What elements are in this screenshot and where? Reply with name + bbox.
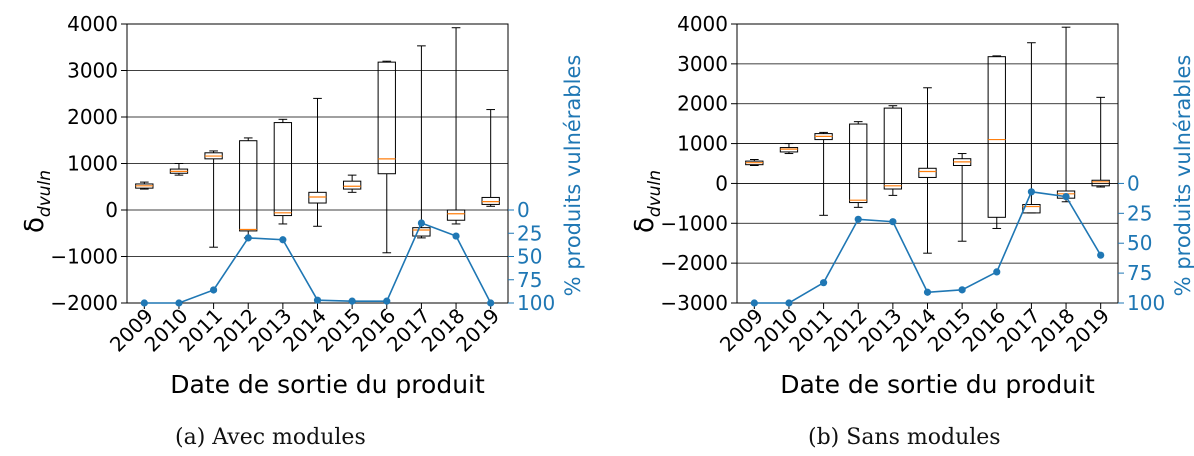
box-iqr	[273, 122, 293, 217]
percent-point-2012	[244, 234, 252, 242]
y-tick-label: 3000	[677, 52, 728, 76]
box-2013	[883, 105, 903, 196]
box-2010	[779, 143, 799, 155]
box-2011	[814, 131, 833, 216]
y2-tick-label: 75	[1127, 261, 1152, 285]
percent-point-2016	[993, 268, 1001, 276]
box-2011	[204, 150, 223, 248]
percent-point-2015	[958, 286, 966, 294]
box-iqr	[412, 227, 431, 237]
y-tick-label: 4000	[67, 12, 118, 36]
box-iqr	[342, 180, 362, 190]
box-2018	[1056, 26, 1076, 203]
chart-panel-a: −2000−1000010002000300040000255075100200…	[20, 12, 585, 399]
percent-point-2019	[487, 299, 495, 307]
box-iqr	[883, 107, 903, 190]
box-2012	[239, 137, 258, 239]
box-iqr	[987, 56, 1006, 218]
box-iqr	[377, 61, 396, 175]
box-2016	[377, 60, 396, 254]
box-2014	[918, 87, 937, 254]
y-tick-label: 0	[105, 198, 118, 222]
y2-axis-label: % produits vulnérables	[1171, 55, 1194, 297]
y-tick-label: 1000	[67, 152, 118, 176]
percent-point-2018	[1062, 192, 1070, 201]
y-tick-label: 1000	[677, 132, 728, 156]
percent-point-2019	[1097, 251, 1105, 259]
box-2019	[481, 109, 500, 207]
box-2012	[849, 121, 868, 208]
percent-point-2016	[383, 297, 391, 305]
y-tick-label: 2000	[677, 92, 728, 116]
box-iqr	[239, 140, 258, 232]
caption-b: (b) Sans modules	[808, 425, 1001, 450]
y-tick-label: 2000	[67, 105, 118, 129]
percent-point-2017	[1027, 188, 1036, 196]
box-2019	[1091, 96, 1110, 188]
percent-point-2012	[854, 215, 862, 223]
y-tick-label: 0	[715, 171, 728, 195]
y-tick-label: 3000	[67, 59, 118, 83]
box-2013	[273, 118, 293, 225]
y-tick-label: 4000	[677, 12, 728, 36]
y-axis-label: δdvuln	[630, 170, 665, 233]
x-axis-label: Date de sortie du produit	[170, 370, 485, 399]
y-tick-label: −1000	[660, 211, 728, 235]
box-iqr	[308, 191, 327, 204]
y2-tick-label: 25	[517, 221, 542, 245]
y-axis-label: δdvuln	[20, 170, 55, 233]
percent-point-2011	[209, 286, 218, 294]
box-2017	[1022, 42, 1041, 214]
box-2015	[342, 174, 362, 193]
percent-point-2013	[279, 236, 287, 244]
box-2009	[745, 159, 764, 166]
y2-tick-label: 0	[517, 198, 530, 222]
x-axis-label: Date de sortie du produit	[780, 370, 1095, 399]
y2-tick-label: 75	[517, 268, 542, 292]
box-iqr	[481, 196, 500, 205]
box-2015	[952, 153, 972, 242]
box-2009	[135, 181, 154, 190]
y-tick-label: −1000	[50, 245, 118, 269]
y2-tick-label: 25	[1127, 201, 1152, 225]
y-tick-label: −2000	[660, 251, 728, 275]
box-2014	[308, 97, 327, 227]
percent-point-2017	[417, 219, 426, 227]
y2-tick-label: 0	[1127, 171, 1140, 195]
box-2016	[987, 55, 1006, 229]
y2-tick-label: 50	[517, 245, 542, 269]
box-iqr	[918, 167, 937, 178]
y2-tick-label: 100	[517, 291, 555, 315]
box-iqr	[446, 209, 466, 221]
y-tick-label: −2000	[50, 291, 118, 315]
box-2010	[169, 163, 189, 176]
y2-tick-label: 100	[1127, 291, 1165, 315]
percent-point-2015	[348, 297, 356, 305]
percent-point-2014	[313, 296, 322, 304]
y2-tick-label: 50	[1127, 231, 1152, 255]
percent-line	[144, 222, 492, 304]
caption-a: (a) Avec modules	[175, 425, 366, 450]
box-2018	[446, 27, 466, 225]
box-2017	[412, 45, 431, 239]
percent-point-2011	[819, 279, 828, 287]
percent-point-2014	[923, 288, 932, 296]
percent-point-2009	[140, 299, 148, 307]
box-iqr	[1022, 204, 1041, 214]
chart-panel-b: −3000 −2000 −1000 0 1000 2000 3000 4000 0 25 50 75 1…	[630, 12, 1194, 399]
percent-point-2010	[785, 299, 793, 307]
y2-axis-label: % produits vulnérables	[561, 55, 585, 297]
percent-point-2009	[750, 299, 758, 307]
box-iqr	[1091, 179, 1110, 187]
percent-point-2018	[452, 232, 460, 240]
box-iqr	[849, 123, 868, 204]
y-tick-label: −3000	[660, 291, 728, 315]
percent-point-2013	[889, 218, 897, 226]
percent-point-2010	[175, 299, 183, 307]
